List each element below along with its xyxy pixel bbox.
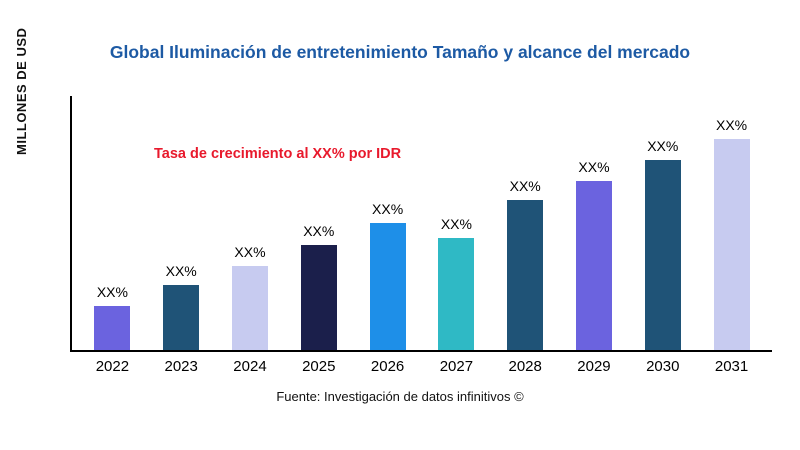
y-axis-label: MILLONES DE USD xyxy=(14,27,29,155)
bar-rect-2022 xyxy=(94,306,131,350)
bar-rect-2030 xyxy=(644,160,681,350)
x-tick-label-2025: 2025 xyxy=(302,358,336,375)
bar-value-label: XX% xyxy=(234,244,266,260)
bar-rect-2027 xyxy=(438,238,475,350)
x-tick-label-2024: 2024 xyxy=(233,358,267,375)
bar-value-label: XX% xyxy=(440,216,472,232)
bar-group-2028: XX% 2028 xyxy=(493,96,557,375)
bar-rect-2031 xyxy=(713,139,750,350)
bar-value-label: XX% xyxy=(716,117,748,133)
bar-value-label: XX% xyxy=(509,178,541,194)
bar-value-label: XX% xyxy=(165,263,197,279)
source-attribution: Fuente: Investigación de datos infinitiv… xyxy=(276,389,524,404)
bar-rect-2028 xyxy=(507,200,544,350)
x-tick-label-2027: 2027 xyxy=(439,358,474,375)
bar-rect-2024 xyxy=(231,266,268,350)
bar-series: XX% 2022 XX% 2023 XX% 2024 XX% 2025 XX% 2026 XX% 20… xyxy=(72,96,772,375)
bar-value-label: XX% xyxy=(372,201,404,217)
x-tick-label-2026: 2026 xyxy=(370,358,405,375)
bar-group-2031: XX% 2031 xyxy=(700,96,764,375)
bar-rect-2025 xyxy=(300,245,337,350)
bar-value-label: XX% xyxy=(96,284,128,300)
bar-group-2025: XX% 2025 xyxy=(287,96,351,375)
bar-value-label: XX% xyxy=(303,223,335,239)
bar-group-2027: XX% 2027 xyxy=(424,96,488,375)
bar-group-2022: XX% 2022 xyxy=(80,96,144,375)
bar-group-2023: XX% 2023 xyxy=(149,96,213,375)
bar-group-2029: XX% 2029 xyxy=(562,96,626,375)
plot-area: Tasa de crecimiento al XX% por IDR XX% 20… xyxy=(70,96,772,375)
bar-value-label: XX% xyxy=(647,138,679,154)
bar-value-label: XX% xyxy=(578,159,610,175)
bar-rect-2023 xyxy=(163,285,200,350)
x-tick-label-2029: 2029 xyxy=(577,358,611,375)
bar-group-2030: XX% 2030 xyxy=(631,96,695,375)
bar-rect-2029 xyxy=(575,181,612,350)
x-tick-label-2022: 2022 xyxy=(95,358,130,375)
x-tick-label-2023: 2023 xyxy=(164,358,198,375)
x-tick-label-2028: 2028 xyxy=(508,358,542,375)
bar-group-2026: XX% 2026 xyxy=(356,96,420,375)
chart-title: Global Iluminación de entretenimiento Ta… xyxy=(109,42,691,62)
x-tick-label-2030: 2030 xyxy=(646,358,680,375)
growth-rate-annotation: Tasa de crecimiento al XX% por IDR xyxy=(154,146,402,162)
x-tick-label-2031: 2031 xyxy=(714,358,749,375)
bar-group-2024: XX% 2024 xyxy=(218,96,282,375)
bar-rect-2026 xyxy=(369,223,406,350)
